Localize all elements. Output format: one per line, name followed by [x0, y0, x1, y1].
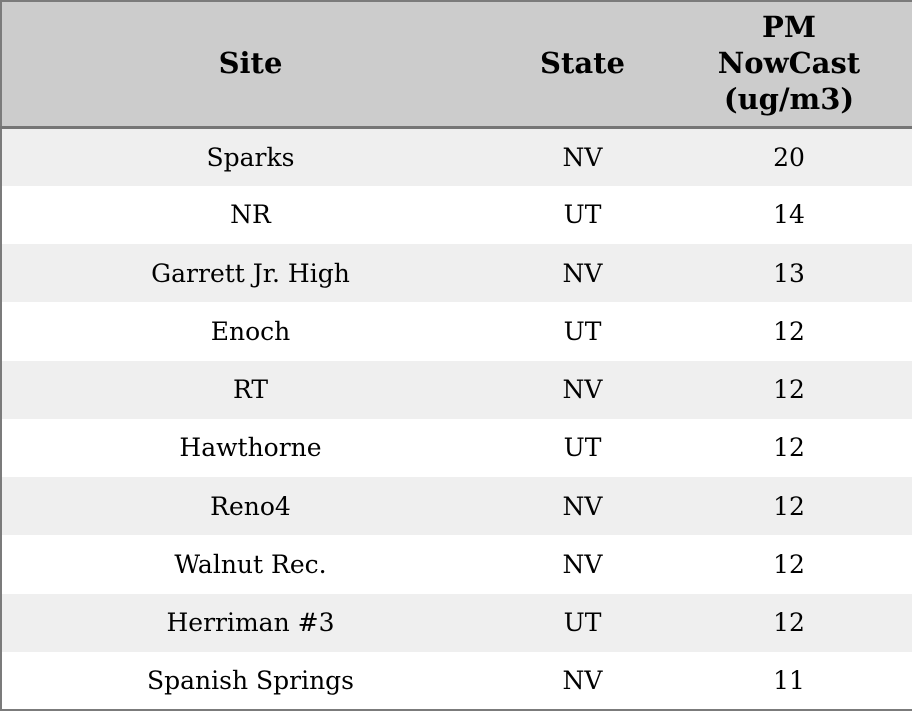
table-row: Reno4 NV 12	[1, 477, 912, 536]
table-row: RT NV 12	[1, 360, 912, 419]
state-cell: UT	[563, 316, 602, 346]
pm-value-cell: 12	[773, 491, 805, 521]
pm-value-cell: 12	[773, 316, 805, 346]
header-row: Site State PM NowCast (ug/m3)	[1, 1, 912, 129]
site-cell: Herriman #3	[166, 608, 335, 638]
site-cell: Reno4	[210, 491, 291, 521]
state-cell: UT	[563, 433, 602, 463]
site-cell: Hawthorne	[179, 433, 322, 463]
table-row: Garrett Jr. High NV 13	[1, 244, 912, 303]
table-row: Herriman #3 UT 12	[1, 593, 912, 652]
table-row: NR UT 14	[1, 185, 912, 244]
site-cell: Walnut Rec.	[174, 549, 327, 579]
pm-value-cell: 12	[773, 433, 805, 463]
table-row: Hawthorne UT 12	[1, 418, 912, 477]
table-row: Walnut Rec. NV 12	[1, 535, 912, 594]
site-cell: Garrett Jr. High	[151, 258, 350, 288]
pm-value-cell: 12	[773, 608, 805, 638]
state-cell: NV	[562, 549, 603, 579]
state-cell: UT	[563, 200, 602, 230]
pm-value-cell: 13	[773, 258, 805, 288]
pm-value-cell: 11	[773, 665, 805, 695]
table-row: Enoch UT 12	[1, 302, 912, 361]
site-cell: Enoch	[210, 316, 291, 346]
site-cell: Sparks	[206, 142, 295, 172]
state-cell: NV	[562, 375, 603, 405]
state-cell: NV	[562, 491, 603, 521]
state-cell: NV	[562, 142, 603, 172]
state-cell: UT	[563, 608, 602, 638]
pm-value-cell: 12	[773, 375, 805, 405]
site-cell: RT	[232, 375, 269, 405]
column-header-state: State	[499, 1, 666, 129]
site-cell: Spanish Springs	[146, 665, 355, 695]
column-header-pm-nowcast: PM NowCast (ug/m3)	[666, 1, 912, 129]
pm-value-cell: 14	[773, 200, 805, 230]
site-cell: NR	[230, 200, 271, 230]
pm-value-cell: 12	[773, 549, 805, 579]
table-row: Sparks NV 20	[1, 127, 912, 186]
state-cell: NV	[562, 665, 603, 695]
state-cell: NV	[562, 258, 603, 288]
pm-value-cell: 20	[773, 142, 805, 172]
column-header-site: Site	[1, 1, 499, 129]
table-row: Spanish Springs NV 11	[1, 651, 912, 710]
